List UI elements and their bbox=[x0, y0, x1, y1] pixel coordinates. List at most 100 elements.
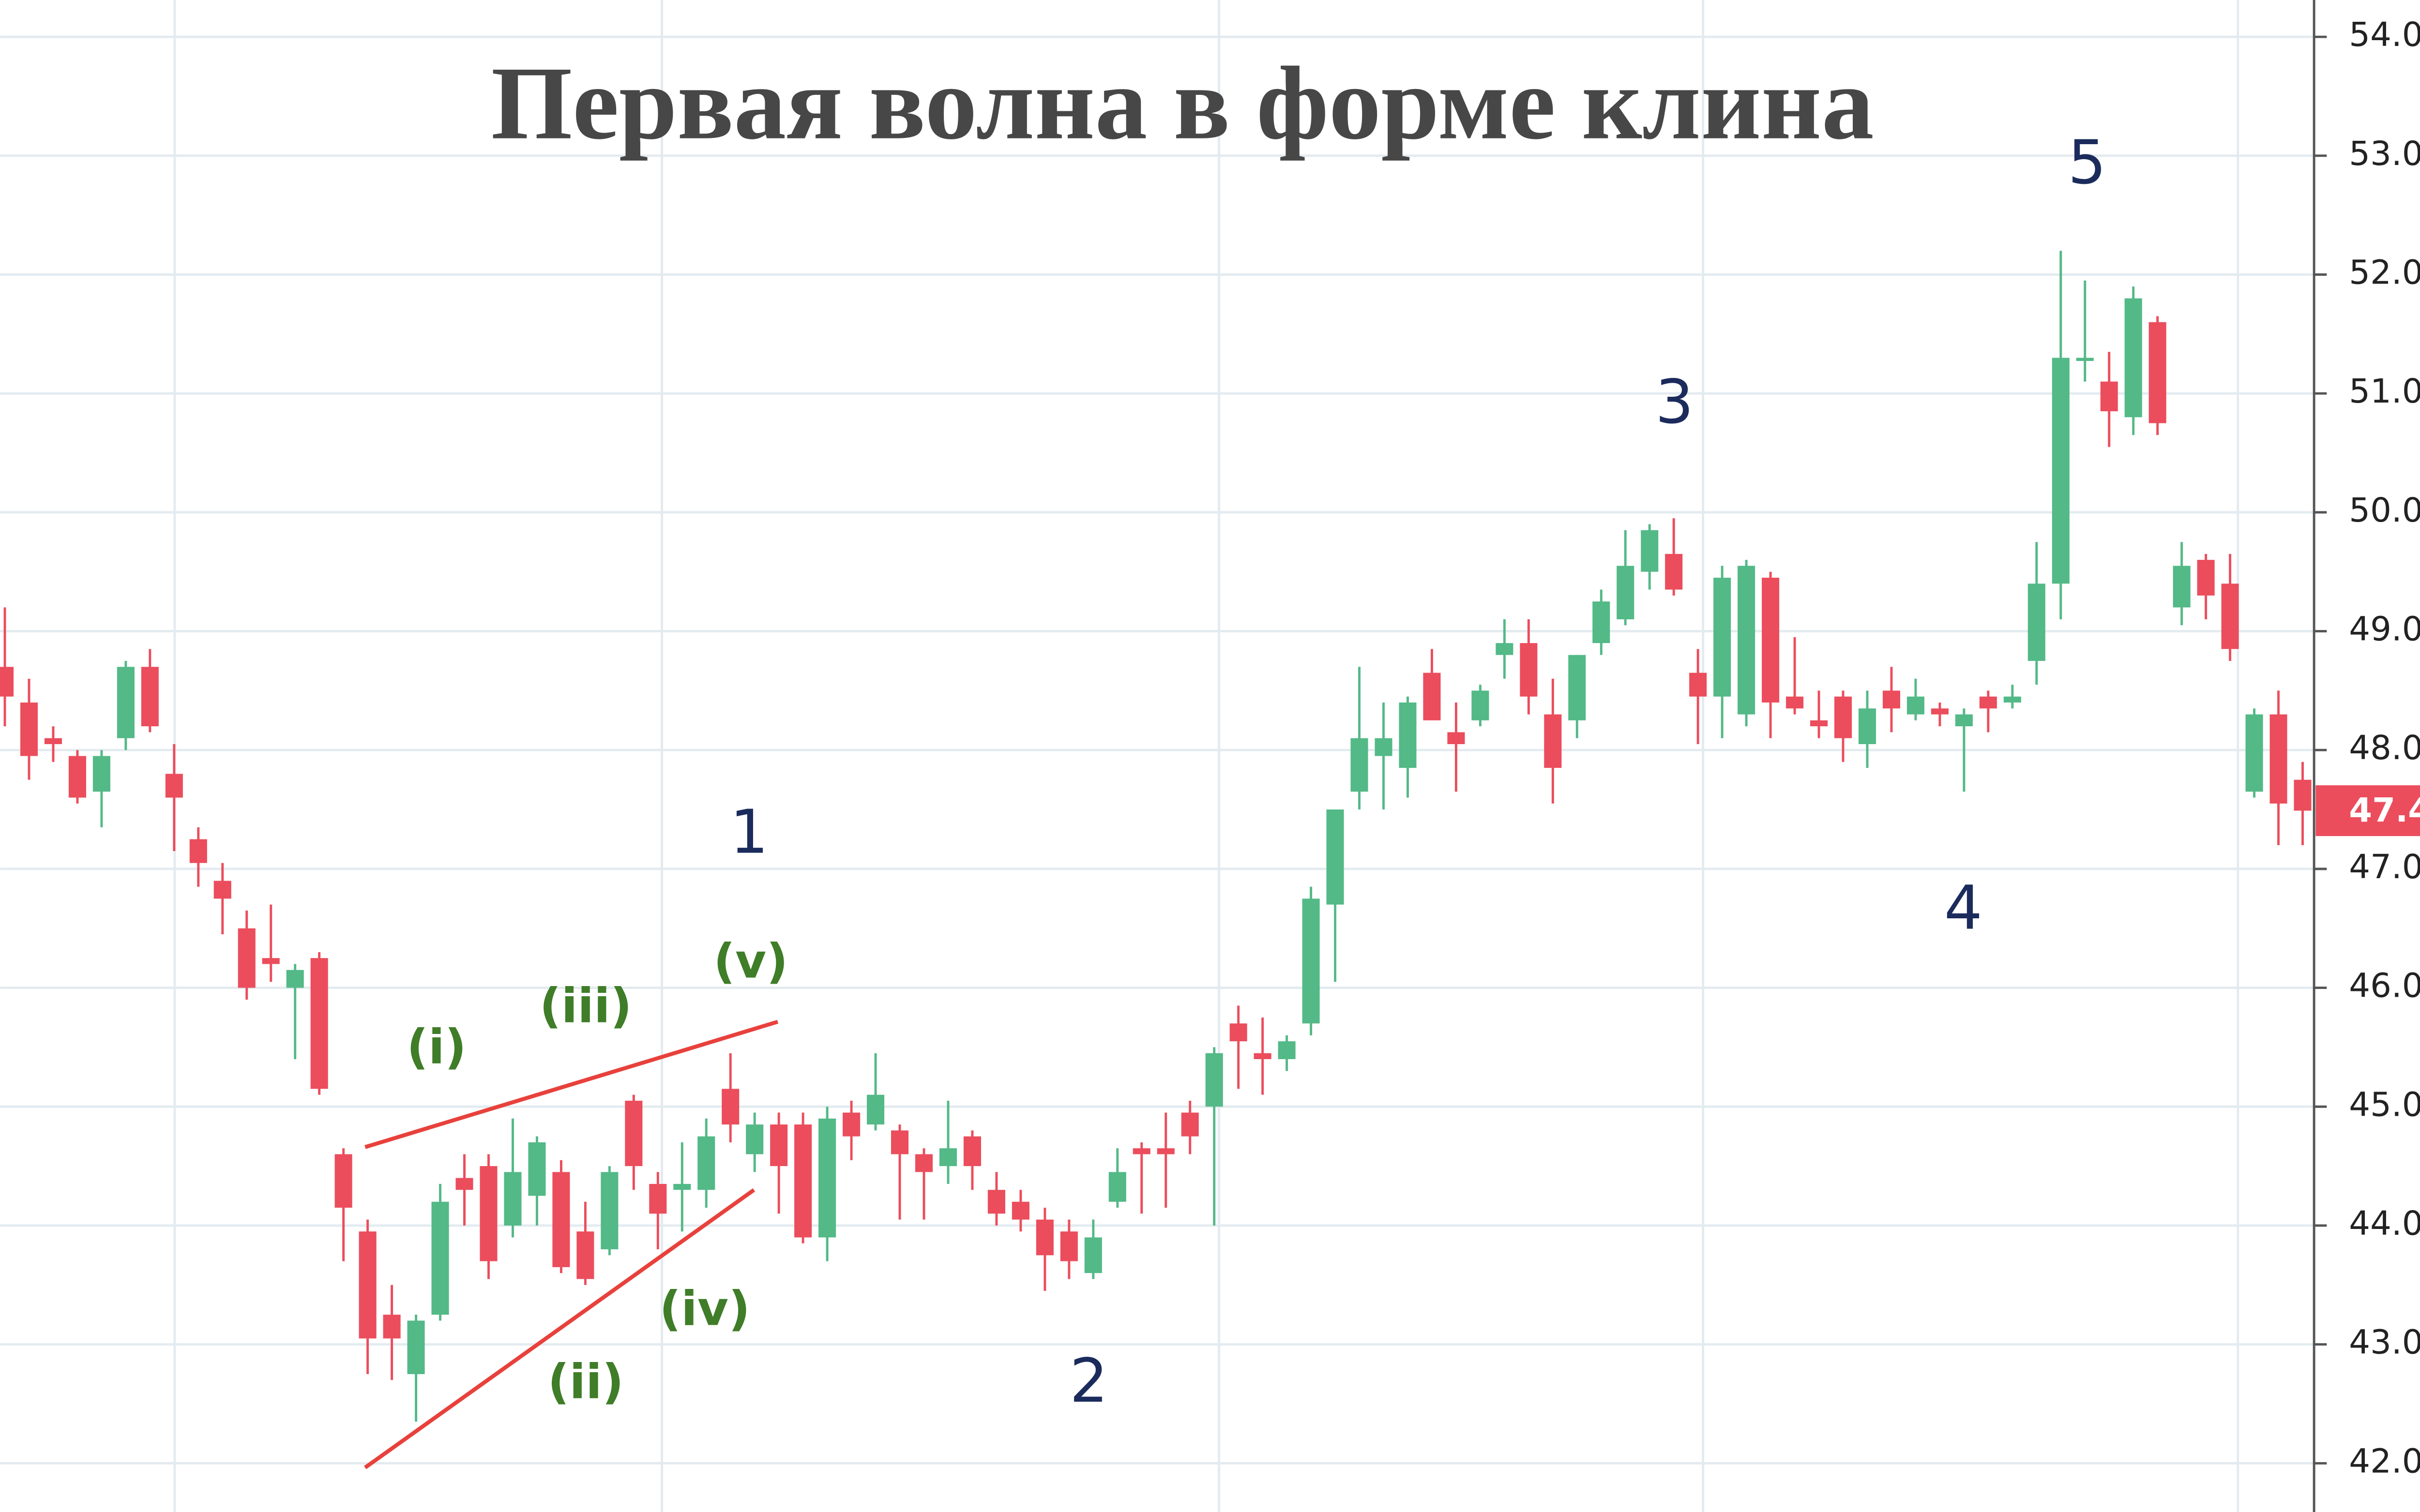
last-price-label: 47.49 bbox=[2349, 791, 2420, 830]
y-tick-label: 49.00 bbox=[2349, 610, 2420, 649]
y-tick-label: 44.00 bbox=[2349, 1204, 2420, 1243]
candle-body bbox=[1181, 1112, 1199, 1137]
candle-body bbox=[141, 667, 159, 727]
candle-body bbox=[480, 1166, 498, 1261]
candle-body bbox=[552, 1172, 570, 1267]
candle-body bbox=[601, 1172, 619, 1250]
candle-body bbox=[1157, 1148, 1175, 1154]
last-price-box bbox=[2315, 785, 2420, 836]
candle-body bbox=[1882, 690, 1900, 709]
candle-body bbox=[165, 774, 183, 798]
candle-body bbox=[1326, 809, 1344, 905]
candle-body bbox=[770, 1124, 788, 1167]
candle-body bbox=[2173, 566, 2191, 608]
candle-body bbox=[1205, 1053, 1223, 1107]
candle-body bbox=[1786, 696, 1804, 709]
candle-body bbox=[92, 756, 110, 792]
candle-body bbox=[1496, 643, 1513, 655]
candle-body bbox=[1979, 696, 1997, 709]
candle-body bbox=[576, 1231, 594, 1279]
candle-body bbox=[2100, 381, 2118, 412]
y-tick-label: 48.00 bbox=[2349, 729, 2420, 767]
candle-body bbox=[794, 1124, 812, 1238]
wave-label: 4 bbox=[1944, 873, 1982, 943]
candle-body bbox=[987, 1190, 1005, 1214]
candle-body bbox=[1302, 898, 1320, 1024]
y-tick-label: 51.00 bbox=[2349, 372, 2420, 411]
candle-body bbox=[1133, 1148, 1150, 1154]
candle-body bbox=[2245, 714, 2263, 792]
wave-label: (i) bbox=[407, 1020, 467, 1075]
candle-body bbox=[1012, 1201, 1029, 1220]
candle-body bbox=[504, 1172, 522, 1226]
candle-body bbox=[1665, 554, 1683, 590]
candle-body bbox=[1447, 732, 1465, 744]
candle-body bbox=[891, 1130, 909, 1154]
y-tick-label: 50.00 bbox=[2349, 491, 2420, 530]
candle-body bbox=[1738, 566, 1755, 715]
candle-body bbox=[1254, 1053, 1271, 1059]
candle-body bbox=[213, 881, 231, 899]
y-tick-label: 47.00 bbox=[2349, 848, 2420, 886]
candle-body bbox=[407, 1320, 425, 1375]
candle-body bbox=[1229, 1023, 1247, 1042]
candle-body bbox=[1955, 714, 1973, 727]
candle-body bbox=[1834, 696, 1852, 738]
wave-label: (ii) bbox=[547, 1355, 623, 1410]
candle-body bbox=[1423, 673, 1441, 720]
candle-body bbox=[1689, 673, 1707, 697]
candle-body bbox=[262, 958, 280, 964]
candle-body bbox=[1592, 601, 1610, 644]
candle-body bbox=[383, 1315, 401, 1339]
vertical-grid bbox=[173, 0, 2239, 1512]
candle-body bbox=[1544, 714, 1562, 768]
candle-body bbox=[455, 1178, 473, 1190]
candle-body bbox=[1810, 720, 1828, 727]
candle-body bbox=[1520, 643, 1538, 697]
candle-body bbox=[334, 1154, 352, 1208]
wave-label: 5 bbox=[2068, 127, 2106, 197]
candle-body bbox=[2197, 560, 2215, 596]
wedge-upper-line bbox=[364, 1019, 779, 1149]
candle-body bbox=[359, 1231, 377, 1339]
candle-body bbox=[1713, 577, 1731, 697]
candle-body bbox=[2027, 584, 2045, 661]
candle-body bbox=[1036, 1219, 1054, 1256]
candle-body bbox=[286, 970, 304, 988]
candle-body bbox=[2076, 358, 2094, 361]
candle-body bbox=[843, 1112, 861, 1137]
candle-body bbox=[1108, 1172, 1126, 1202]
candle-body bbox=[1641, 530, 1659, 572]
grid bbox=[0, 35, 2314, 1465]
candle-body bbox=[2003, 696, 2021, 703]
wave-label: 2 bbox=[1070, 1346, 1108, 1416]
candle-body bbox=[1471, 690, 1489, 720]
wave-label: (v) bbox=[713, 934, 788, 989]
chart-title: Первая волна в форме клина bbox=[491, 45, 1874, 161]
candle-body bbox=[20, 702, 38, 756]
candle-body bbox=[2294, 779, 2312, 811]
y-tick-label: 53.00 bbox=[2349, 135, 2420, 173]
wedge-lower-line bbox=[363, 1188, 756, 1469]
candle-body bbox=[963, 1136, 981, 1167]
candle-body bbox=[528, 1142, 546, 1196]
y-tick-label: 54.00 bbox=[2349, 15, 2420, 54]
candle-body bbox=[1350, 738, 1368, 792]
candle-body bbox=[697, 1136, 715, 1190]
y-tick-label: 43.00 bbox=[2349, 1323, 2420, 1362]
candle-body bbox=[238, 928, 256, 988]
candle-body bbox=[68, 756, 86, 798]
candle-body bbox=[1931, 708, 1949, 715]
candle-body bbox=[746, 1124, 764, 1154]
candle-body bbox=[310, 958, 328, 1089]
wave-label: (iv) bbox=[659, 1282, 750, 1337]
wave-label: (iii) bbox=[540, 978, 632, 1033]
y-tick-label: 46.00 bbox=[2349, 967, 2420, 1005]
candle-body bbox=[867, 1094, 885, 1125]
candle-body bbox=[1375, 738, 1392, 756]
candle-body bbox=[2124, 298, 2142, 418]
candle-body bbox=[818, 1118, 836, 1238]
